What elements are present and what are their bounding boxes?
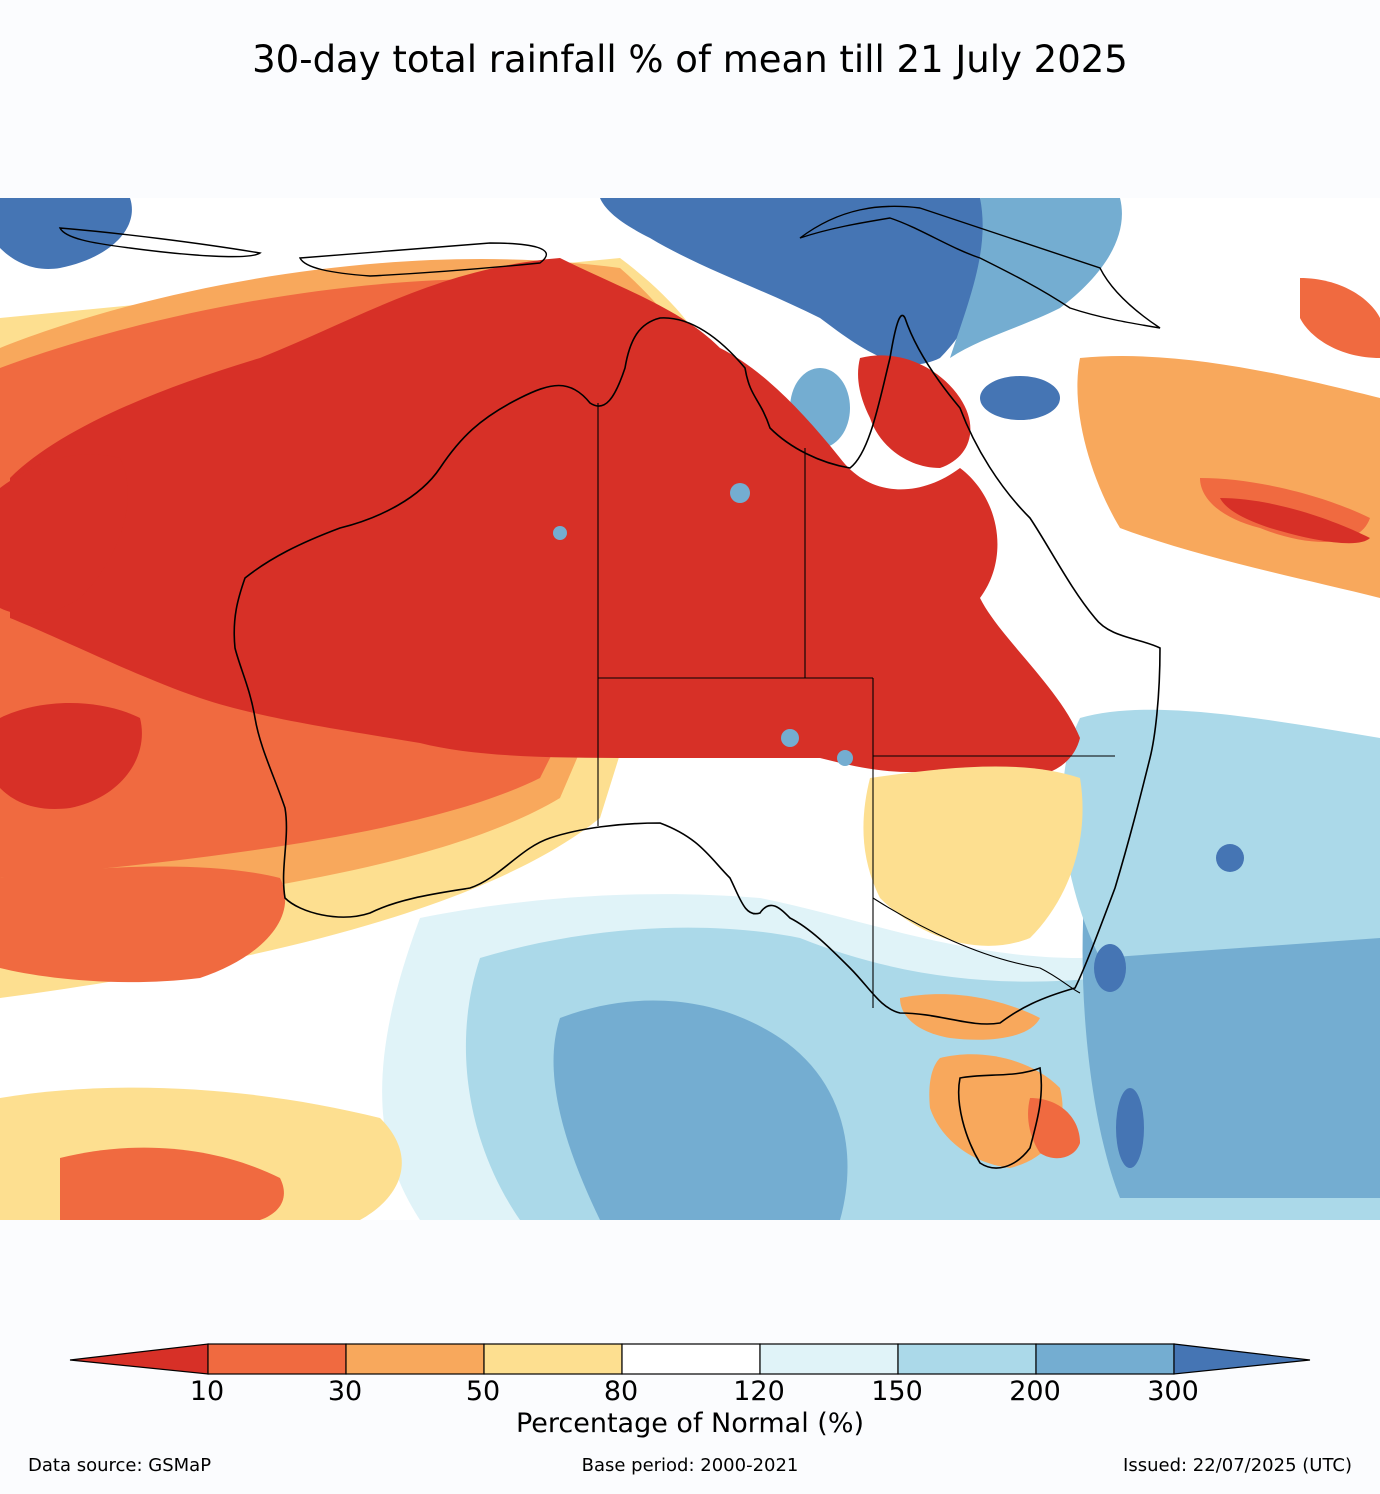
- rain-zone-very-dry-core: [10, 258, 1080, 778]
- colorbar-segment-200-300: [1035, 1343, 1175, 1375]
- colorbar-tick-30: 30: [327, 1376, 363, 1407]
- colorbar-segment-80-120: [621, 1343, 761, 1375]
- colorbar-tick-200: 200: [1009, 1376, 1061, 1407]
- rain-zone-well-above-south: [553, 1000, 848, 1220]
- data-source: Data source: GSMaP: [28, 1455, 212, 1476]
- rain-zone-very-dry-cape: [858, 355, 971, 468]
- rain-zone-very-dry-sw-patch: [0, 703, 142, 809]
- rainfall-map: [0, 198, 1380, 1220]
- colorbar: [0, 1340, 1380, 1380]
- rain-zone-dry-southwest: [0, 866, 286, 983]
- colorbar-tick-50: 50: [465, 1376, 501, 1407]
- australia-coastline: [233, 314, 1161, 1025]
- rain-spot-wet-1: [730, 483, 750, 503]
- map-title: 30-day total rainfall % of mean till 21 …: [252, 38, 1128, 81]
- rain-zone-below-victoria: [900, 994, 1040, 1040]
- timor-coastline: [298, 242, 548, 277]
- tasmania-coastline: [957, 1066, 1043, 1169]
- new-guinea-coastline: [799, 205, 1161, 329]
- rain-zone-well-above-north: [950, 198, 1122, 358]
- rain-zone-dry-bougainville: [1300, 278, 1380, 358]
- rain-spot-wet-3: [837, 750, 853, 766]
- rain-zone-above-east: [1062, 709, 1380, 958]
- rain-zone-dry-tasmania: [1028, 1098, 1080, 1159]
- rain-zone-very-dry-west-ocean: [0, 454, 128, 615]
- colorbar-segment-10-30: [207, 1343, 347, 1375]
- colorbar-tick-10: 10: [189, 1376, 225, 1407]
- rain-zone-slightly-below-se: [863, 766, 1083, 946]
- rain-spot-wet-4: [553, 526, 567, 540]
- colorbar-tick-300: 300: [1147, 1376, 1199, 1407]
- rain-zone-very-dry-pacific-streak: [1220, 498, 1370, 544]
- colorbar-segment-150-200: [897, 1343, 1037, 1375]
- colorbar-tick-120: 120: [733, 1376, 785, 1407]
- rain-spot-wet-2: [781, 729, 799, 747]
- java-coastline: [58, 227, 262, 258]
- base-period: Base period: 2000-2021: [581, 1455, 799, 1476]
- rain-spot-wet-5: [1216, 844, 1244, 872]
- rain-zone-below-tasmania: [929, 1054, 1063, 1168]
- rain-zone-very-wet-north: [600, 198, 988, 365]
- colorbar-segment-30-50: [345, 1343, 485, 1375]
- colorbar-extend-high: [1173, 1343, 1311, 1375]
- colorbar-segment-120-150: [759, 1343, 899, 1375]
- colorbar-tick-150: 150: [871, 1376, 923, 1407]
- colorbar-label: Percentage of Normal (%): [515, 1408, 865, 1439]
- rain-spot-wet-6: [1116, 1088, 1144, 1168]
- issued-date: Issued: 22/07/2025 (UTC): [1123, 1455, 1352, 1476]
- rain-zone-dry-south-indian: [60, 1147, 284, 1220]
- colorbar-segment-50-80: [483, 1343, 623, 1375]
- colorbar-tick-80: 80: [603, 1376, 639, 1407]
- state-borders: [597, 403, 1115, 1008]
- rain-zone-very-wet-coral: [980, 376, 1060, 420]
- colorbar-extend-low: [69, 1343, 209, 1375]
- rain-spot-wet-7: [1094, 944, 1126, 992]
